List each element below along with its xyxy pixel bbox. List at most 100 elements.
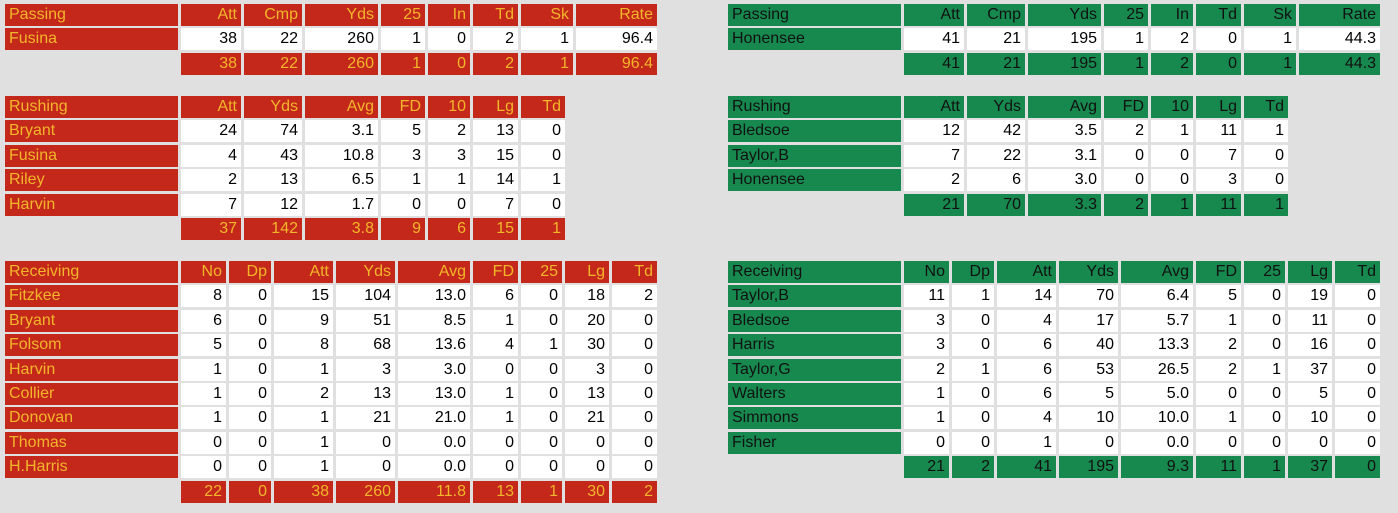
stat-cell: 3 (1196, 169, 1241, 192)
column-header: Lg (473, 96, 518, 118)
stat-cell: 0 (229, 431, 271, 454)
total-cell: 0 (1335, 456, 1380, 479)
column-header: Rate (576, 4, 657, 26)
stat-cell: 1 (274, 407, 333, 430)
stat-cell: 0 (1244, 285, 1285, 308)
stat-cell: 0 (612, 407, 657, 430)
player-name: Bledsoe (728, 120, 901, 143)
stat-cell: 44.3 (1299, 28, 1380, 51)
stat-cell: 104 (336, 285, 395, 308)
stat-cell: 68 (336, 334, 395, 357)
stat-cell: 11 (1288, 309, 1332, 332)
section-title: Rushing (728, 96, 901, 118)
stat-cell: 37 (1288, 358, 1332, 381)
stat-cell: 1 (274, 431, 333, 454)
column-header: Att (181, 4, 241, 26)
column-header: In (1151, 4, 1193, 26)
stat-cell: 0 (521, 358, 562, 381)
stat-cell: 1 (381, 28, 425, 51)
total-cell: 1 (1244, 193, 1288, 216)
stat-cell: 0 (229, 456, 271, 479)
stat-cell: 0 (952, 383, 994, 405)
stat-cell: 0 (1244, 144, 1288, 167)
column-header: Td (1244, 96, 1288, 118)
stat-cell: 0 (1244, 309, 1285, 332)
stat-cell: 1 (521, 169, 565, 192)
column-header: Td (1196, 4, 1241, 26)
column-header: Yds (967, 96, 1025, 118)
player-name: Taylor,B (728, 144, 901, 167)
total-cell: 44.3 (1299, 52, 1380, 75)
stat-cell: 6 (997, 383, 1056, 405)
player-name: Folsom (5, 334, 178, 357)
stat-cell: 21.0 (398, 407, 470, 430)
stat-cell: 16 (1288, 334, 1332, 357)
stat-cell: 1 (473, 407, 518, 430)
stat-cell: 2 (473, 28, 518, 51)
stat-cell: 0 (381, 193, 425, 216)
stat-cell: 1 (181, 383, 226, 405)
stat-cell: 13 (244, 169, 302, 192)
column-header: Td (612, 261, 657, 283)
column-header: 10 (428, 96, 470, 118)
column-header: No (181, 261, 226, 283)
column-header: Att (904, 4, 964, 26)
player-name: Riley (5, 169, 178, 192)
stat-cell: 42 (967, 120, 1025, 143)
stat-cell: 0 (229, 309, 271, 332)
stat-cell: 5 (181, 334, 226, 357)
stat-cell: 6 (967, 169, 1025, 192)
section-title: Receiving (728, 261, 901, 283)
stat-cell: 22 (967, 144, 1025, 167)
stat-cell: 0 (1244, 407, 1285, 430)
stat-cell: 18 (565, 285, 609, 308)
stat-cell: 2 (1104, 120, 1148, 143)
column-header: Att (904, 96, 964, 118)
stat-cell: 0 (229, 407, 271, 430)
stat-cell: 6 (997, 358, 1056, 381)
stat-cell: 0 (1335, 334, 1380, 357)
column-header: FD (1196, 261, 1241, 283)
total-cell: 38 (181, 52, 241, 75)
total-cell: 3.3 (1028, 193, 1101, 216)
stat-cell: 5 (1059, 383, 1118, 405)
stat-cell: 0 (565, 431, 609, 454)
total-cell: 0 (229, 480, 271, 503)
stat-cell: 4 (997, 309, 1056, 332)
stat-cell: 0 (1151, 169, 1193, 192)
column-header: Yds (1028, 4, 1101, 26)
player-name: H.Harris (5, 456, 178, 479)
total-cell: 1 (1151, 193, 1193, 216)
stat-cell: 0 (473, 358, 518, 381)
stat-cell: 13 (565, 383, 609, 405)
stat-cell: 0 (1335, 285, 1380, 308)
stat-cell: 43 (244, 144, 302, 167)
stat-cell: 1 (381, 169, 425, 192)
column-header: Lg (1196, 96, 1241, 118)
stat-cell: 19 (1288, 285, 1332, 308)
stat-cell: 0 (612, 358, 657, 381)
stat-cell: 3.0 (1028, 169, 1101, 192)
total-cell: 21 (904, 193, 964, 216)
stat-cell: 0 (565, 456, 609, 479)
total-cell: 15 (473, 218, 518, 240)
stat-cell: 1 (904, 383, 949, 405)
stat-cell: 0 (521, 456, 562, 479)
column-header: Att (274, 261, 333, 283)
stat-cell: 4 (181, 144, 241, 167)
stat-cell: 1 (1244, 28, 1296, 51)
stat-cell: 13.0 (398, 383, 470, 405)
stat-cell: 3.5 (1028, 120, 1101, 143)
stat-cell: 0 (181, 431, 226, 454)
column-header: Sk (521, 4, 573, 26)
stat-cell: 5 (1288, 383, 1332, 405)
column-header: Avg (398, 261, 470, 283)
stat-cell: 1 (274, 456, 333, 479)
stat-cell: 0 (1335, 383, 1380, 405)
stat-cell: 0.0 (1121, 431, 1193, 454)
total-cell: 260 (336, 480, 395, 503)
stat-cell: 0 (1104, 169, 1148, 192)
player-name: Taylor,G (728, 358, 901, 381)
total-cell: 142 (244, 218, 302, 240)
